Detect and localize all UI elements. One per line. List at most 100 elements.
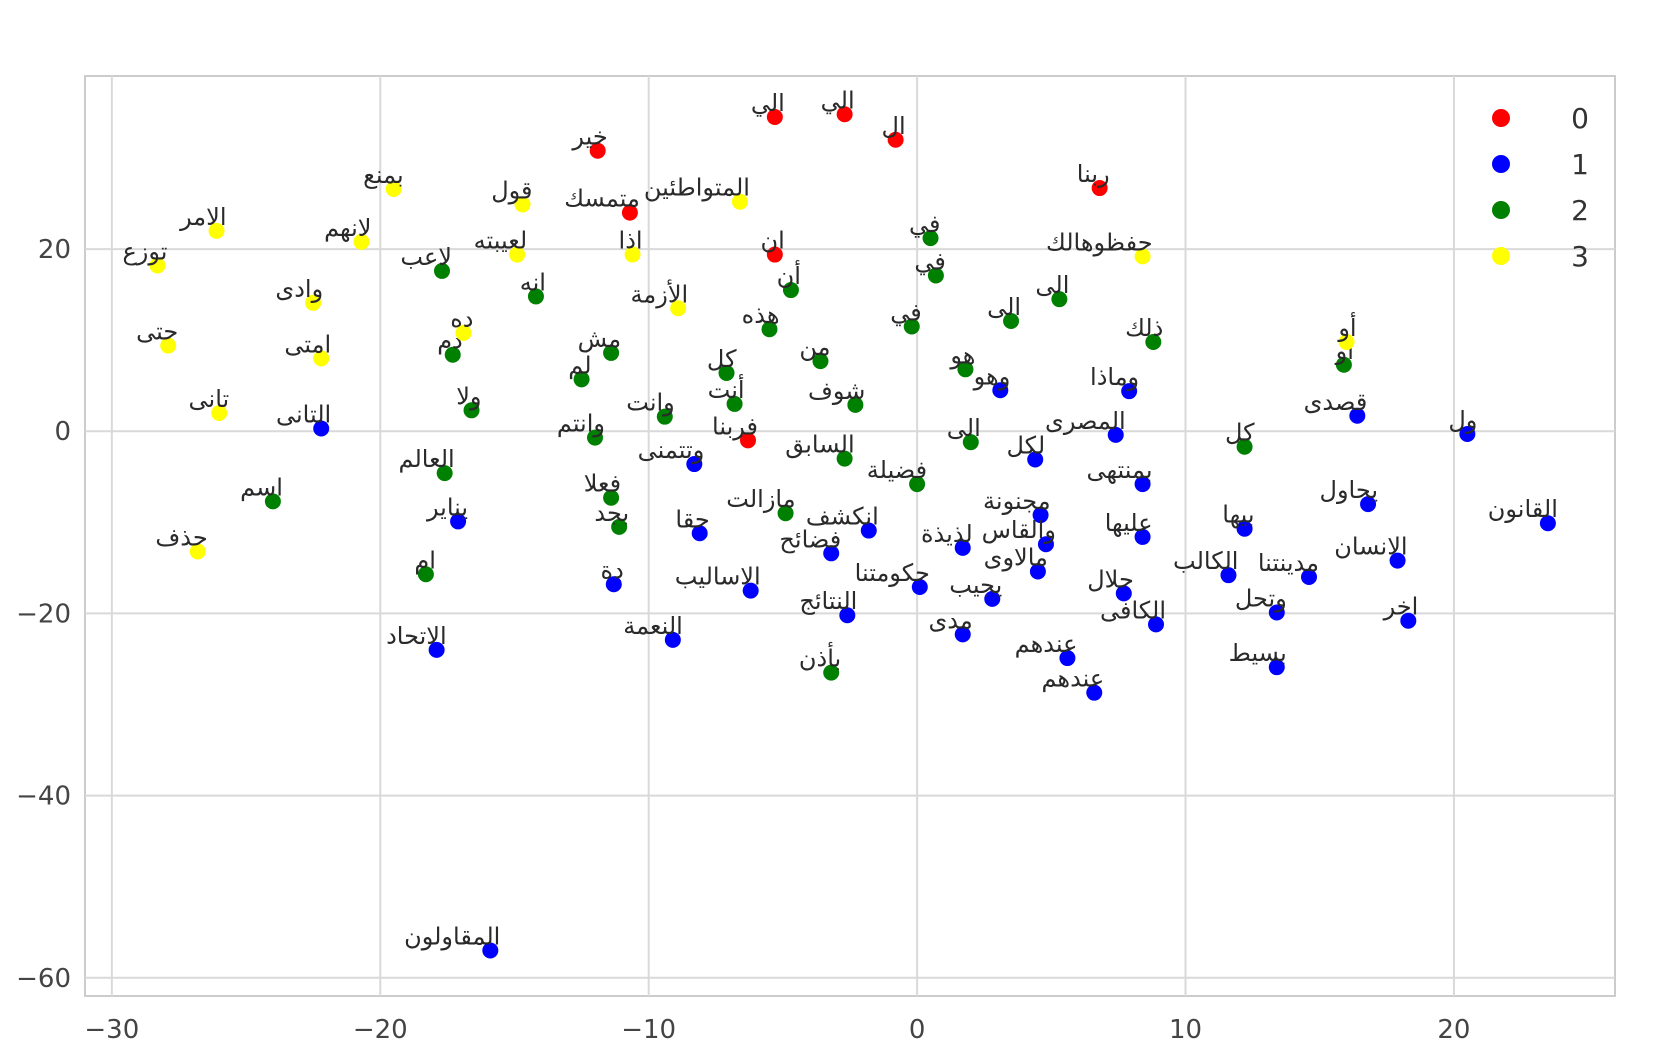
point-label: في — [914, 247, 945, 275]
point-label: الاساليب — [675, 563, 761, 591]
point-label: بيها — [1222, 501, 1254, 529]
point-cluster-2 — [836, 450, 853, 467]
point-cluster-1 — [860, 522, 877, 539]
point-cluster-1 — [1349, 407, 1366, 424]
point-cluster-0 — [836, 106, 853, 123]
point-label: الأزمة — [631, 279, 689, 308]
point-label: الى — [987, 293, 1021, 321]
point-cluster-2 — [463, 402, 480, 419]
point-cluster-2 — [812, 353, 829, 370]
point-label: الامر — [179, 203, 226, 231]
point-label: تانى — [189, 385, 230, 413]
point-cluster-1 — [1134, 476, 1151, 493]
point-cluster-3 — [149, 257, 166, 274]
point-label: قصدى — [1304, 388, 1368, 416]
point-cluster-3 — [1338, 333, 1355, 350]
point-label: دة — [601, 556, 624, 584]
point-label: الى — [1035, 271, 1069, 299]
point-cluster-1 — [313, 420, 330, 437]
point-label: ال — [882, 112, 906, 140]
point-label: في — [890, 298, 921, 326]
point-cluster-1 — [1236, 520, 1253, 537]
point-label: كل — [1225, 419, 1255, 447]
point-cluster-2 — [434, 262, 450, 279]
point-cluster-2 — [573, 371, 590, 388]
point-cluster-1 — [1360, 496, 1377, 513]
point-cluster-1 — [823, 545, 840, 562]
point-cluster-2 — [436, 465, 453, 482]
point-label: بسيط — [1229, 639, 1287, 667]
point-cluster-3 — [385, 180, 402, 197]
point-label: ان — [761, 227, 785, 255]
point-cluster-1 — [605, 576, 622, 593]
point-cluster-2 — [782, 282, 799, 299]
point-label: من — [799, 333, 830, 361]
point-label: الاتحاد — [386, 622, 447, 650]
point-cluster-1 — [954, 539, 971, 556]
point-cluster-0 — [589, 142, 606, 159]
point-label: فضيلة — [867, 456, 927, 484]
point-label: فعلا — [584, 470, 621, 498]
point-label: وماذا — [1090, 363, 1139, 391]
point-cluster-2 — [909, 476, 926, 493]
point-label: حكومتنا — [855, 559, 930, 587]
y-tick-label: −60 — [16, 964, 71, 994]
point-label: ربنا — [1077, 160, 1110, 188]
point-cluster-3 — [670, 300, 687, 317]
point-cluster-2 — [603, 489, 620, 506]
point-label: حذف — [155, 523, 207, 551]
point-cluster-3 — [514, 196, 531, 213]
point-cluster-1 — [1027, 451, 1044, 468]
point-cluster-3 — [1134, 248, 1151, 265]
point-label: فربنا — [712, 412, 758, 440]
legend-marker-1 — [1492, 155, 1510, 173]
x-tick-label: 20 — [1437, 1015, 1470, 1045]
legend-marker-2 — [1492, 201, 1510, 219]
point-label: أنت — [708, 374, 745, 404]
point-cluster-2 — [957, 361, 974, 378]
point-label: بمنع — [363, 161, 404, 189]
y-tick-label: 20 — [38, 235, 71, 265]
y-axis-ticks: 20 0 −20 −40 −60 — [16, 235, 71, 994]
point-label: لم — [568, 351, 591, 379]
point-cluster-2 — [823, 664, 840, 681]
y-tick-label: −20 — [16, 599, 71, 629]
y-tick-label: 0 — [54, 417, 71, 447]
point-cluster-1 — [1389, 552, 1406, 569]
point-label: وتحل — [1235, 585, 1287, 613]
point-label: وادى — [275, 275, 323, 303]
point-cluster-1 — [1268, 659, 1285, 676]
point-cluster-1 — [482, 942, 499, 959]
point-label: عندهم — [1041, 665, 1104, 693]
point-cluster-1 — [1032, 507, 1049, 524]
point-label: وانت — [626, 389, 675, 417]
point-label: أو — [1337, 312, 1356, 342]
point-cluster-1 — [1301, 568, 1317, 585]
point-label: مش — [578, 325, 621, 353]
point-label: في — [909, 210, 940, 238]
point-cluster-2 — [587, 429, 603, 446]
point-label: الانسان — [1334, 533, 1407, 561]
legend-label: 1 — [1571, 148, 1589, 181]
point-cluster-3 — [624, 246, 641, 263]
point-label: القانون — [1488, 495, 1558, 523]
point-label: ول — [1448, 406, 1477, 434]
point-label: الكالب — [1173, 547, 1238, 575]
point-cluster-2 — [656, 408, 673, 425]
point-label: الي — [821, 86, 855, 114]
point-cluster-0 — [766, 246, 783, 263]
point-cluster-1 — [1107, 426, 1124, 443]
point-label: الي — [751, 89, 785, 117]
point-cluster-2 — [718, 364, 735, 381]
point-label: لانهم — [324, 214, 371, 242]
point-label: الكافى — [1100, 596, 1166, 624]
point-label: حلال — [1087, 565, 1134, 593]
x-tick-label: −30 — [84, 1015, 139, 1045]
point-cluster-1 — [1148, 616, 1164, 633]
point-cluster-1 — [686, 456, 703, 473]
point-cluster-0 — [766, 108, 783, 125]
point-cluster-1 — [984, 590, 1001, 607]
point-cluster-2 — [417, 566, 434, 583]
x-axis-ticks: −30 −20 −10 0 10 20 — [84, 1015, 1470, 1045]
point-cluster-0 — [1091, 180, 1108, 197]
